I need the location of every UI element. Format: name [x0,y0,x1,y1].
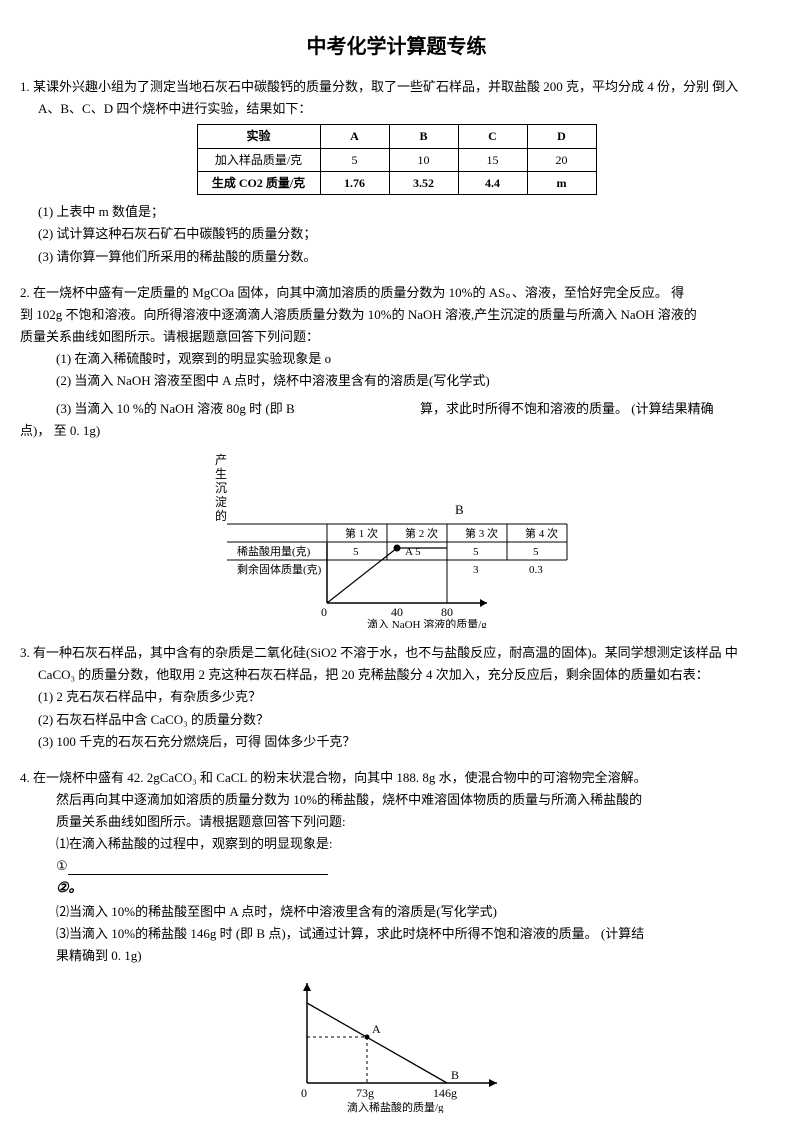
q1-th: A [320,125,389,148]
table-cell: 第 2 次 [405,526,438,540]
xtick: 146g [433,1086,457,1100]
table-row: 加入样品质量/克 5 10 15 20 [197,148,596,171]
question-1: 1. 某课外兴趣小组为了测定当地石灰石中碳酸钙的质量分数，取了一些矿石样品，并取… [20,76,773,268]
q2-stem-3: 质量关系曲线如图所示。请根据题意回答下列问题： [20,326,773,348]
q1-table-wrap: 实验 A B C D 加入样品质量/克 5 10 15 20 生成 CO2 质量… [20,124,773,195]
table-cell: 第 1 次 [345,526,378,540]
q4-chart-wrap: A B 0 73g 146g 滴入稀盐酸的质量/g [20,973,773,1113]
q1-td: 10 [389,148,458,171]
q1-td: 4.4 [458,171,527,194]
q2-sub-3a: (3) 当滴入 10 %的 NaOH 溶液 80g 时 (即 B [20,398,380,420]
table-cell: 稀盐酸用量(克) [237,544,311,558]
q3-stem-2: CaCO₃ 的质量分数，他取用 2 克这种石灰石样品，把 20 克稀盐酸分 4 … [20,664,773,686]
blank-line [68,860,328,875]
q2-chart-wrap: 产 生 沉 淀 的 B 第 1 次 第 2 次 [20,448,773,628]
q2-stem-1: 2. 在一烧杯中盛有一定质量的 MgCOa 固体，向其中滴加溶质的质量分数为 1… [20,282,773,304]
chart-point-a [393,545,400,552]
table-cell: 0.3 [529,564,543,576]
question-4: 4. 在一烧杯中盛有 42. 2gCaCO₃ 和 CaCL 的粉末状混合物，向其… [20,767,773,1114]
table-cell: 5 [473,546,479,558]
q1-sub-2: (2) 试计算这种石灰石矿石中碳酸钙的质量分数； [20,223,773,245]
arrowhead-icon [489,1079,497,1087]
xtick: 0 [321,605,327,619]
q4-s1: ⑴在滴入稀盐酸的过程中，观察到的明显现象是: [20,833,773,855]
q4-s3a: ⑶当滴入 10%的稀盐酸 146g 时 (即 B 点)，试通过计算，求此时烧杯中… [20,923,773,945]
arrowhead-icon [480,599,487,607]
table-cell: 第 3 次 [465,526,498,540]
q1-th: C [458,125,527,148]
q1-td: 20 [527,148,596,171]
q3-stem-1: 3. 有一种石灰石样品，其中含有的杂质是二氧化硅(SiO2 不溶于水，也不与盐酸… [20,642,773,664]
q4-blank-2: ②。 [20,877,773,901]
q4-blank-1: ① [20,855,773,877]
q4-stem: 4. 在一烧杯中盛有 42. 2gCaCO₃ 和 CaCL 的粉末状混合物，向其… [20,767,773,789]
q3-sub-2: (2) 石灰石样品中含 CaCO₃ 的质量分数？ [20,709,773,731]
q2-xlabel: 滴入 NaOH 溶液的质量/g [367,617,487,628]
q2-chart-b-label: B [455,502,464,517]
q2-chart-ylabel: 沉 [215,481,227,495]
q1-sub-1: (1) 上表中 m 数值是； [20,201,773,223]
q1-stem-1: 1. 某课外兴趣小组为了测定当地石灰石中碳酸钙的质量分数，取了一些矿石样品，并取… [20,76,773,98]
q1-table: 实验 A B C D 加入样品质量/克 5 10 15 20 生成 CO2 质量… [197,124,597,195]
q1-td: 3.52 [389,171,458,194]
q2-chart: 产 生 沉 淀 的 B 第 1 次 第 2 次 [187,448,607,628]
q1-td: 15 [458,148,527,171]
q2-chart-ylabel: 的 [215,508,227,523]
table-cell: 5 [533,546,539,558]
table-cell: 3 [473,564,479,576]
q2-sub-3b: 算，求此时所得不饱和溶液的质量。 (计算结果精确 [420,398,773,420]
q4-xlabel: 滴入稀盐酸的质量/g [347,1100,444,1113]
table-cell: 5 [353,546,359,558]
q1-td: 加入样品质量/克 [197,148,320,171]
q4-l3: 质量关系曲线如图所示。请根据题意回答下列问题: [20,811,773,833]
chart-line [307,1003,447,1083]
chart-line [327,548,397,603]
xtick: 40 [391,605,403,619]
q2-sub-2: (2) 当滴入 NaOH 溶液至图中 A 点时，烧杯中溶液里含有的溶质是(写化学… [20,370,773,392]
q4-s2: ⑵当滴入 10%的稀盐酸至图中 A 点时，烧杯中溶液里含有的溶质是(写化学式) [20,901,773,923]
circled-1: ① [56,858,68,873]
q1-td: 生成 CO2 质量/克 [197,171,320,194]
q2-stem-2: 到 102g 不饱和溶液。向所得溶液中逐滴滴人溶质质量分数为 10%的 NaOH… [20,304,773,326]
q1-td: 1.76 [320,171,389,194]
q2-chart-ylabel: 淀 [215,495,227,509]
q2-sub-3c: 点)， 至 0. 1g) [20,420,773,442]
q1-th: D [527,125,596,148]
table-row: 生成 CO2 质量/克 1.76 3.52 4.4 m [197,171,596,194]
xtick: 73g [356,1086,374,1100]
table-row: 实验 A B C D [197,125,596,148]
q4-b-label: B [451,1068,459,1082]
arrowhead-icon [303,983,311,991]
q1-td: 5 [320,148,389,171]
q3-sub-3: (3) 100 千克的石灰石充分燃烧后，可得 固体多少千克？ [20,731,773,753]
q2-chart-ylabel: 产 [215,453,227,467]
q3-sub-1: (1) 2 克石灰石样品中，有杂质多少克？ [20,686,773,708]
q1-th: 实验 [197,125,320,148]
q4-a-label: A [372,1022,381,1036]
table-cell: 第 4 次 [525,526,558,540]
q1-th: B [389,125,458,148]
q4-s3b: 果精确到 0. 1g) [20,945,773,967]
xtick: 80 [441,605,453,619]
q1-sub-3: (3) 请你算一算他们所采用的稀盐酸的质量分数。 [20,246,773,268]
page-title: 中考化学计算题专练 [20,30,773,64]
q2-chart-ylabel: 生 [215,467,227,481]
page-root: 中考化学计算题专练 1. 某课外兴趣小组为了测定当地石灰石中碳酸钙的质量分数，取… [0,0,793,1147]
q1-stem-2: A、B、C、D 四个烧杯中进行实验，结果如下： [20,98,773,120]
xtick: 0 [301,1086,307,1100]
q1-td: m [527,171,596,194]
q4-l2: 然后再向其中逐滴加如溶质的质量分数为 10%的稀盐酸，烧杯中难溶固体物质的质量与… [20,789,773,811]
q2-sub-1: (1) 在滴入稀硫酸时，观察到的明显实验现象是 o [20,348,773,370]
question-3: 3. 有一种石灰石样品，其中含有的杂质是二氧化硅(SiO2 不溶于水，也不与盐酸… [20,642,773,752]
table-cell: 剩余固体质量(克) [237,562,322,576]
question-2: 2. 在一烧杯中盛有一定质量的 MgCOa 固体，向其中滴加溶质的质量分数为 1… [20,282,773,629]
q4-chart: A B 0 73g 146g 滴入稀盐酸的质量/g [267,973,527,1113]
